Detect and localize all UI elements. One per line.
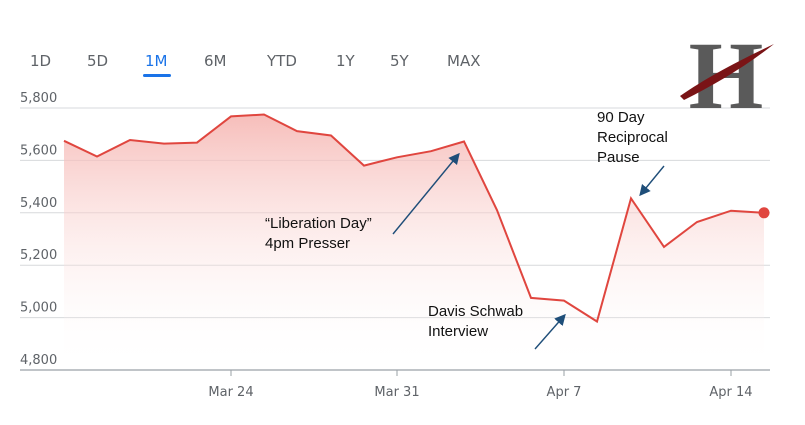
y-tick-label: 5,800 [20,91,57,106]
annotation-arrow [639,165,665,197]
x-tick-label: Mar 31 [374,385,419,400]
y-axis: 4,800 5,000 5,200 5,400 5,600 5,800 [20,91,57,368]
tab-1d[interactable]: 1D [30,52,52,70]
tab-max[interactable]: MAX [447,52,481,70]
tab-5d[interactable]: 5D [87,52,109,70]
annotation-text: Interview [428,323,488,340]
x-axis: Mar 24 Mar 31 Apr 7 Apr 14 [208,370,753,400]
area-fill [64,114,764,370]
annotation-text: Reciprocal [597,129,668,146]
annotation-arrow [534,313,566,350]
y-tick-label: 5,000 [20,301,57,316]
tab-1m[interactable]: 1M [145,52,168,70]
active-tab-underline [143,74,171,77]
y-tick-label: 5,200 [20,248,57,263]
y-tick-label: 5,400 [20,196,57,211]
tab-ytd[interactable]: YTD [267,52,297,70]
h-logo: H [680,30,774,114]
x-tick-label: Apr 14 [709,385,752,400]
last-price-dot[interactable] [758,207,770,219]
x-tick-label: Mar 24 [208,385,253,400]
x-tick-label: Apr 7 [547,385,582,400]
tab-1y[interactable]: 1Y [336,52,355,70]
tab-6m[interactable]: 6M [204,52,227,70]
annotation-text: “Liberation Day” [265,215,372,232]
annotation-text: 90 Day [597,109,645,126]
annotation-text: Pause [597,149,640,166]
logo-swoosh [680,44,774,100]
annotation-text: Davis Schwab [428,303,523,320]
series-line [63,113,765,324]
tab-5y[interactable]: 5Y [390,52,409,70]
annotations: “Liberation Day” 4pm Presser Davis Schwab I… [265,109,668,350]
data-points [63,114,765,322]
y-tick-label: 4,800 [20,353,57,368]
y-tick-label: 5,600 [20,143,57,158]
annotation-arrow [392,152,460,235]
annotation-text: 4pm Presser [265,235,350,252]
